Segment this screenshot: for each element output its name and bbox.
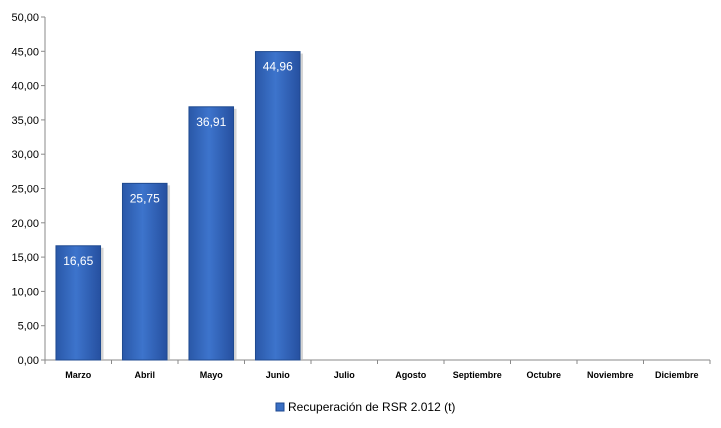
y-axis: 0,00 5,00 10,00 15,00 20,00 25,00 30,00 35,00 40… — [11, 12, 46, 367]
y-tick-label: 30,00 — [11, 149, 39, 161]
y-tick-label: 35,00 — [11, 115, 39, 127]
data-label: 25,75 — [130, 191, 160, 205]
y-tick-label: 5,00 — [18, 321, 39, 333]
x-tick-label: Octubre — [526, 370, 561, 380]
x-tick-label: Junio — [266, 370, 291, 380]
y-tick-label: 0,00 — [18, 355, 39, 367]
data-label: 16,65 — [63, 254, 93, 268]
bar-series: 16,65 25,75 36,91 44,96 — [55, 51, 304, 361]
y-tick-label: 40,00 — [11, 81, 39, 93]
bar — [55, 245, 102, 361]
x-axis: Marzo Abril Mayo Junio Julio Agosto Septiembre… — [44, 359, 711, 380]
y-tick-label: 10,00 — [11, 286, 39, 298]
y-tick-label: 45,00 — [11, 46, 39, 58]
x-tick-label: Agosto — [395, 370, 426, 380]
data-label: 44,96 — [263, 60, 293, 74]
y-tick-label: 50,00 — [11, 12, 39, 24]
x-tick-label: Marzo — [65, 370, 92, 380]
legend-swatch — [275, 402, 285, 412]
x-tick-label: Septiembre — [453, 370, 502, 380]
data-label: 36,91 — [196, 115, 226, 129]
x-tick-label: Abril — [134, 370, 155, 380]
y-tick-label: 20,00 — [11, 218, 39, 230]
y-tick-label: 15,00 — [11, 252, 39, 264]
bar — [121, 182, 168, 361]
x-tick-label: Mayo — [200, 370, 224, 380]
legend: Recuperación de RSR 2.012 (t) — [275, 400, 455, 414]
bar — [254, 51, 301, 361]
legend-label: Recuperación de RSR 2.012 (t) — [288, 400, 455, 414]
x-tick-label: Diciembre — [655, 370, 699, 380]
x-tick-label: Noviembre — [587, 370, 634, 380]
bar — [188, 106, 235, 361]
y-tick-label: 25,00 — [11, 184, 39, 196]
x-tick-label: Julio — [334, 370, 356, 380]
